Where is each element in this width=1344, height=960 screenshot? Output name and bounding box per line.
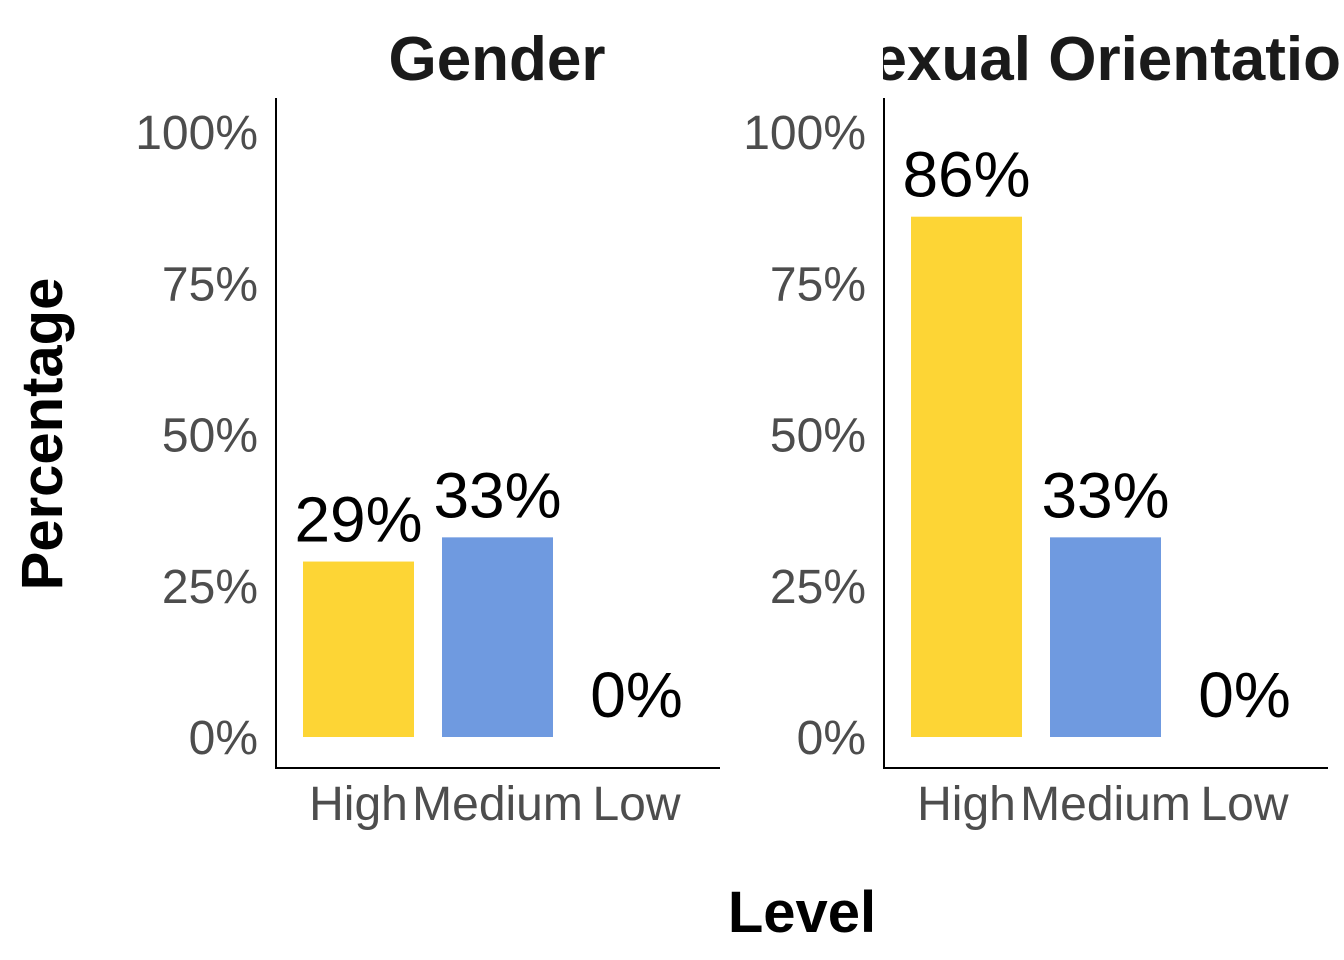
y-tick-label: 75% xyxy=(770,258,866,311)
x-axis-ticks: High Medium Low xyxy=(917,778,1289,831)
bars xyxy=(303,537,553,737)
bar-labels: 86% 33% 0% xyxy=(902,139,1290,731)
x-tick-label: Low xyxy=(592,778,680,831)
y-tick-label: 25% xyxy=(770,561,866,614)
y-tick-label: 50% xyxy=(162,410,258,463)
y-tick-label: 75% xyxy=(162,258,258,311)
panel-title: Sexual Orientation xyxy=(831,25,1344,94)
bar-high xyxy=(303,561,414,737)
bar-labels: 29% 33% 0% xyxy=(294,459,682,731)
panel-sexual-orientation: Sexual Orientation 0% 25% 50% 75% 100% 86% 33… xyxy=(743,25,1344,831)
data-label: 29% xyxy=(294,484,422,556)
y-tick-label: 100% xyxy=(743,107,866,160)
y-tick-label: 50% xyxy=(770,410,866,463)
y-tick-label: 0% xyxy=(797,712,866,765)
bar-medium xyxy=(442,537,553,737)
panel-gender: Gender 0% 25% 50% 75% 100% 29% 33% 0% High Medi… xyxy=(135,25,720,831)
x-axis-ticks: High Medium Low xyxy=(309,778,681,831)
y-tick-label: 100% xyxy=(135,107,258,160)
data-label: 33% xyxy=(433,459,561,531)
x-axis-title: Level xyxy=(728,880,876,945)
y-axis-ticks: 0% 25% 50% 75% 100% xyxy=(743,107,866,765)
data-label: 33% xyxy=(1041,459,1169,531)
x-tick-label: High xyxy=(917,778,1016,831)
axis-lines xyxy=(883,98,1328,769)
panel-title: Gender xyxy=(388,25,605,94)
y-tick-label: 25% xyxy=(162,561,258,614)
y-axis-ticks: 0% 25% 50% 75% 100% xyxy=(135,107,258,765)
bar-high xyxy=(911,216,1022,737)
axis-lines xyxy=(275,98,720,769)
y-tick-label: 0% xyxy=(189,712,258,765)
bar-medium xyxy=(1050,537,1161,737)
data-label: 0% xyxy=(1198,659,1291,731)
x-tick-label: Medium xyxy=(412,778,583,831)
x-tick-label: Medium xyxy=(1020,778,1191,831)
x-tick-label: High xyxy=(309,778,408,831)
y-axis-title: Percentage xyxy=(10,278,75,591)
x-tick-label: Low xyxy=(1200,778,1288,831)
bars xyxy=(911,216,1161,737)
data-label: 0% xyxy=(590,659,683,731)
data-label: 86% xyxy=(902,139,1030,211)
